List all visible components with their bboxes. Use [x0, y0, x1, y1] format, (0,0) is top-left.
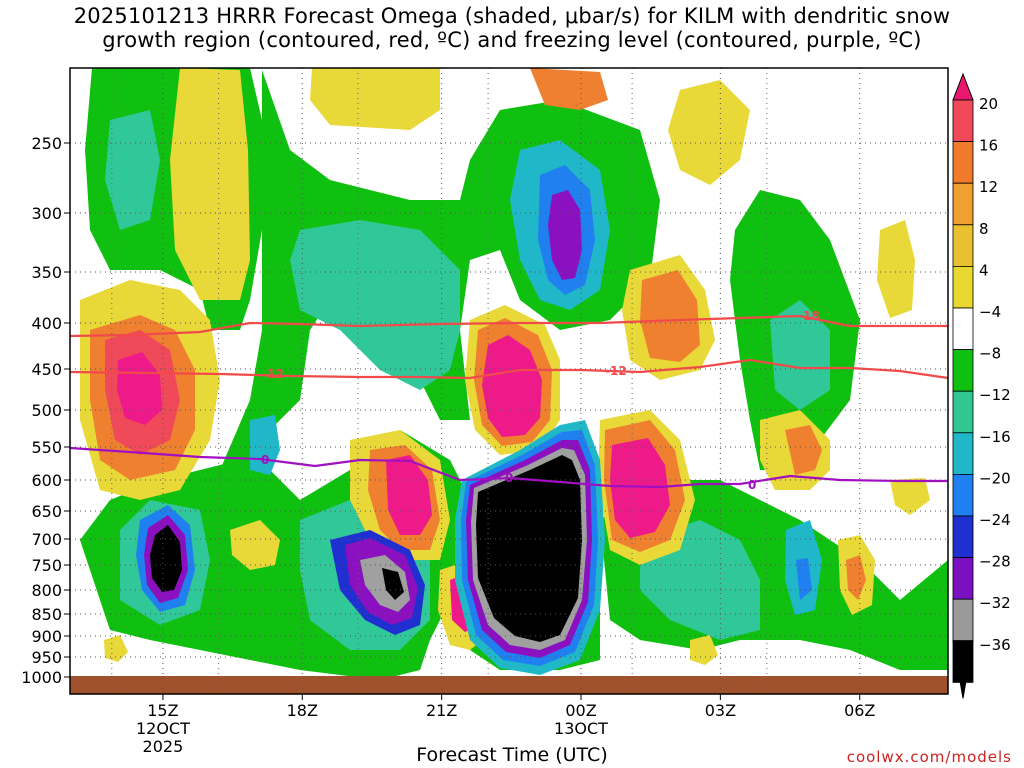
dgz-contour-minus-18: [69, 314, 948, 338]
colorbar-label: −32: [979, 594, 1011, 612]
colorbar-label: −16: [979, 428, 1011, 446]
omega-region-teal-right: [770, 300, 830, 410]
chart-title: 2025101213 HRRR Forecast Omega (shaded, …: [0, 4, 1024, 52]
colorbar-swatch: [952, 307, 974, 350]
omega-region-black-left-oval: [150, 525, 182, 592]
y-tick-label: 800: [31, 581, 62, 600]
colorbar-top-arrow: [952, 72, 974, 101]
colorbar-label: −12: [979, 386, 1011, 404]
y-tick-label: 350: [31, 263, 62, 282]
omega-region-yellow-top-center: [310, 68, 440, 130]
colorbar-label: 8: [979, 220, 989, 238]
x-axis-title: Forecast Time (UTC): [416, 744, 608, 766]
x-tick-label: 15Z: [147, 701, 178, 720]
omega-region-yellow-far-right-upper: [877, 220, 915, 318]
ground-surface: [70, 676, 948, 694]
x-tick-label: 06Z: [844, 701, 875, 720]
y-tick-label: 300: [31, 204, 62, 223]
y-tick-label: 700: [31, 530, 62, 549]
colorbar-swatch: [952, 473, 974, 517]
colorbar-swatch: [952, 557, 974, 600]
omega-region-magenta-center-mid: [482, 335, 542, 437]
x-tick-label: 2025: [143, 737, 184, 756]
omega-region-black-core: [476, 455, 582, 642]
dgz-label-2: -12: [262, 367, 284, 381]
site-credit: coolwx.com/models: [846, 748, 1012, 766]
y-tick-label: 250: [31, 134, 62, 153]
omega-region-magenta-right-mid: [610, 438, 670, 538]
omega-region-purple-upper-center: [548, 190, 582, 280]
omega-shading: [70, 68, 948, 694]
omega-region-orange-right-far: [785, 425, 822, 475]
colorbar-swatch: [952, 265, 974, 309]
colorbar-swatch: [952, 141, 974, 184]
omega-region-teal-center: [290, 220, 460, 390]
omega-region-yellow-low-left: [230, 520, 280, 570]
omega-region-yellow-top-right: [668, 80, 750, 185]
y-tick-label: 600: [31, 471, 62, 490]
y-tick-label: 650: [31, 502, 62, 521]
y-tick-label: 450: [31, 360, 62, 379]
omega-region-yellow-bottom-left: [104, 635, 128, 662]
dgz-label-3: -12: [605, 364, 627, 378]
freezing-label-1: 0: [261, 453, 269, 467]
y-tick-label: 550: [31, 438, 62, 457]
y-tick-label: 750: [31, 556, 62, 575]
x-tick-label: 13OCT: [554, 719, 608, 738]
dgz-contour-minus-12: [69, 358, 949, 380]
colorbar-label: 16: [979, 137, 998, 155]
colorbar-label: −8: [979, 345, 1001, 363]
y-tick-label: 500: [31, 401, 62, 420]
colorbar-swatch: [952, 99, 974, 142]
colorbar-bottom-arrow: [952, 640, 974, 699]
omega-region-orange-right-upper: [640, 270, 700, 362]
colorbar-swatch: [952, 432, 974, 475]
omega-region-magenta-mid-left: [386, 455, 432, 535]
colorbar-label: −20: [979, 469, 1011, 487]
colorbar: 20 16 12 8 4 −4 −8 −12 −16 −20 −24 −28 −32 −36: [952, 72, 1011, 699]
omega-region-black-center-left: [382, 568, 404, 600]
omega-region-yellow-left-tall: [170, 68, 250, 300]
omega-region-teal-upper-left: [105, 110, 160, 230]
colorbar-label: −4: [979, 303, 1001, 321]
y-tick-label: 850: [31, 605, 62, 624]
freezing-level-contour: [69, 446, 948, 489]
chart-title-line-1: 2025101213 HRRR Forecast Omega (shaded, …: [73, 4, 951, 28]
omega-region-orange-low-right: [846, 555, 866, 600]
colorbar-swatch: [952, 598, 974, 642]
y-tick-label: 400: [31, 314, 62, 333]
colorbar-swatch: [952, 390, 974, 434]
colorbar-label: 12: [979, 178, 998, 196]
omega-region-orange-top-center: [530, 68, 608, 110]
colorbar-label: 20: [979, 95, 998, 113]
omega-region-yellow-mid-right-edge: [890, 478, 930, 515]
y-axis: 250 300 350 400 450 500 550 600 650 700 750 800 850 9…: [21, 134, 70, 687]
freezing-label-3: 0: [748, 478, 756, 492]
colorbar-label: −36: [979, 636, 1011, 654]
contour-labels: -18 -12 -12 0 0 0: [261, 309, 820, 492]
colorbar-label: −24: [979, 511, 1011, 529]
colorbar-swatch: [952, 349, 974, 392]
colorbar-swatch: [952, 224, 974, 267]
plot-frame: [69, 67, 949, 695]
dgz-contours: [69, 314, 949, 380]
colorbar-swatch: [952, 182, 974, 226]
colorbar-label: −28: [979, 553, 1011, 571]
x-tick-label: 12OCT: [136, 719, 190, 738]
colorbar-swatch: [952, 515, 974, 558]
freezing-label-2: 0: [505, 471, 513, 485]
colorbar-label: 4: [979, 261, 989, 279]
omega-region-magenta-left: [117, 352, 162, 425]
x-tick-label: 03Z: [705, 701, 736, 720]
chart-title-line-2: growth region (contoured, red, ºC) and f…: [102, 28, 922, 52]
y-tick-label: 950: [31, 648, 62, 667]
y-tick-label: 1000: [21, 668, 62, 687]
x-tick-label: 00Z: [565, 701, 596, 720]
x-tick-label: 21Z: [426, 701, 457, 720]
dgz-label-1: -18: [798, 309, 820, 323]
y-tick-label: 900: [31, 627, 62, 646]
x-tick-label: 18Z: [287, 701, 318, 720]
